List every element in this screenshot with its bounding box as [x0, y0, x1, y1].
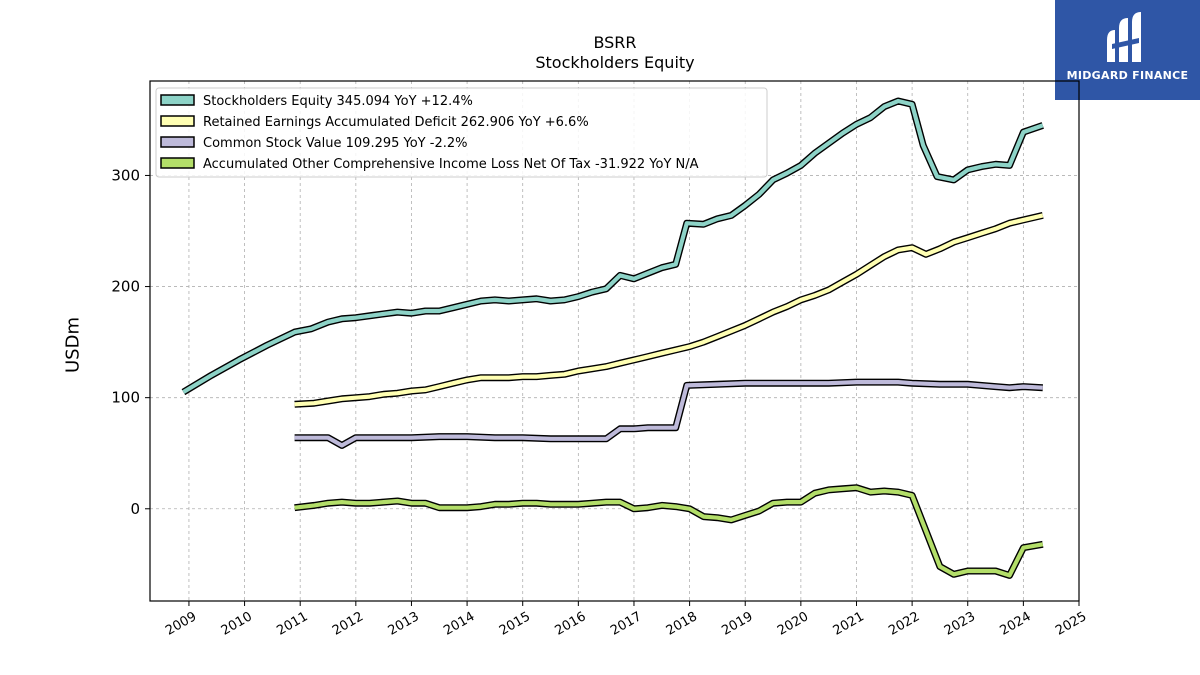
legend-entry: Stockholders Equity 345.094 YoY +12.4%: [203, 94, 473, 109]
plot-frame: [149, 80, 1080, 602]
legend-swatch: [160, 136, 195, 148]
x-tick-label: 2010: [219, 609, 255, 639]
x-tick-label: 2015: [497, 609, 533, 639]
x-tick-label: 2013: [386, 609, 422, 639]
x-tick-label: 2017: [608, 609, 644, 639]
chart-subtitle: Stockholders Equity: [535, 53, 695, 72]
x-tick-label: 2022: [886, 609, 922, 639]
legend-swatch: [160, 115, 195, 127]
series-line-3: [294, 485, 1044, 578]
legend-entry: Accumulated Other Comprehensive Income L…: [203, 157, 699, 172]
legend-swatch: [160, 94, 195, 106]
y-tick-label: 200: [111, 278, 140, 296]
legend-entry: Retained Earnings Accumulated Deficit 26…: [203, 115, 589, 130]
x-tick-label: 2012: [330, 609, 366, 639]
x-tick-label: 2020: [775, 609, 811, 639]
x-tick-label: 2025: [1053, 609, 1089, 639]
series-lines: [181, 97, 1044, 579]
x-tick-label: 2014: [441, 609, 477, 639]
chart-title: BSRR: [593, 33, 637, 52]
series-line-2: [294, 380, 1043, 448]
legend: Stockholders Equity 345.094 YoY +12.4% Re…: [155, 87, 768, 178]
x-tick-label: 2011: [274, 609, 310, 639]
x-tick-label: 2024: [998, 609, 1034, 639]
x-tick-label: 2021: [831, 609, 867, 639]
y-tick-label: 300: [111, 166, 140, 184]
legend-swatch: [160, 157, 195, 169]
y-tick-label: 100: [111, 389, 140, 407]
x-tick-label: 2018: [664, 609, 700, 639]
brand-name: MIDGARD FINANCE: [1066, 69, 1189, 82]
legend-entry: Common Stock Value 109.295 YoY -2.2%: [203, 136, 467, 151]
x-tick-label: 2023: [942, 609, 978, 639]
legend-frame: [155, 87, 768, 178]
x-tick-label: 2016: [553, 609, 589, 639]
brand-logo-icon: [1107, 12, 1141, 62]
series-line-1: [294, 213, 1044, 407]
y-tick-label: 0: [130, 500, 140, 518]
series-line-0: [182, 98, 1044, 394]
grid-lines: [150, 81, 1079, 601]
x-tick-label: 2019: [719, 609, 755, 639]
x-tick-label: 2009: [163, 609, 199, 639]
